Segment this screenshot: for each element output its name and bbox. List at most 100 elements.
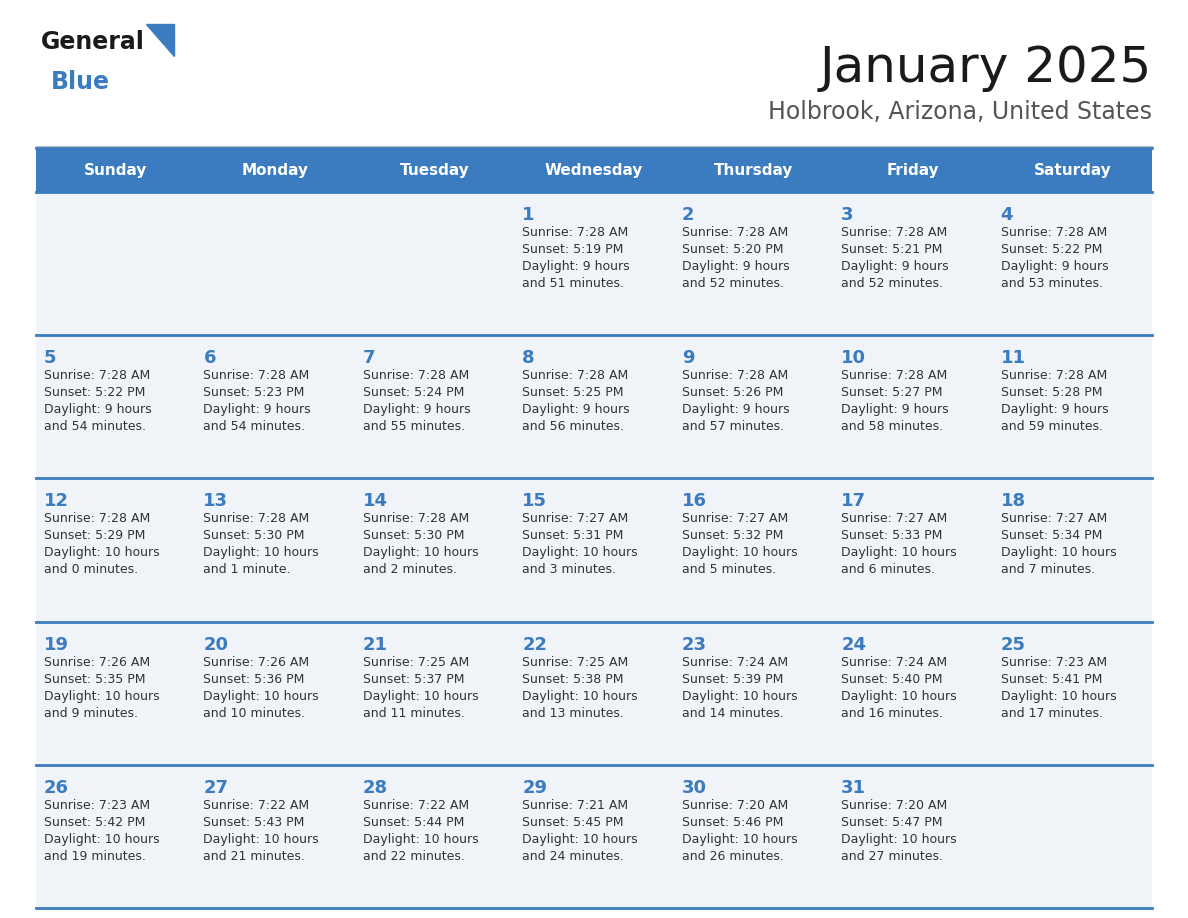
Text: and 17 minutes.: and 17 minutes.: [1000, 707, 1102, 720]
Text: Daylight: 10 hours: Daylight: 10 hours: [203, 689, 320, 702]
Text: Sunrise: 7:28 AM: Sunrise: 7:28 AM: [362, 512, 469, 525]
Bar: [355, 621, 514, 765]
Text: and 9 minutes.: and 9 minutes.: [44, 707, 138, 720]
Bar: [36, 765, 196, 908]
Text: and 54 minutes.: and 54 minutes.: [44, 420, 146, 433]
Text: Sunrise: 7:28 AM: Sunrise: 7:28 AM: [362, 369, 469, 382]
Text: Sunset: 5:33 PM: Sunset: 5:33 PM: [841, 530, 942, 543]
Text: Sunset: 5:32 PM: Sunset: 5:32 PM: [682, 530, 783, 543]
Text: Saturday: Saturday: [1034, 162, 1111, 177]
Bar: [355, 148, 514, 192]
Text: and 5 minutes.: and 5 minutes.: [682, 564, 776, 577]
Text: 10: 10: [841, 349, 866, 367]
Text: Sunrise: 7:28 AM: Sunrise: 7:28 AM: [203, 512, 310, 525]
Text: Sunset: 5:34 PM: Sunset: 5:34 PM: [1000, 530, 1102, 543]
Text: Holbrook, Arizona, United States: Holbrook, Arizona, United States: [767, 100, 1152, 124]
Text: Daylight: 10 hours: Daylight: 10 hours: [203, 833, 320, 845]
Text: and 13 minutes.: and 13 minutes.: [523, 707, 624, 720]
Bar: [674, 765, 833, 908]
Text: Daylight: 9 hours: Daylight: 9 hours: [523, 260, 630, 273]
Text: 21: 21: [362, 635, 387, 654]
Bar: [196, 192, 355, 335]
Text: Daylight: 10 hours: Daylight: 10 hours: [523, 546, 638, 559]
Text: Sunrise: 7:25 AM: Sunrise: 7:25 AM: [523, 655, 628, 668]
Text: Daylight: 9 hours: Daylight: 9 hours: [841, 260, 949, 273]
Text: Sunset: 5:22 PM: Sunset: 5:22 PM: [44, 386, 145, 399]
Bar: [355, 192, 514, 335]
Text: 26: 26: [44, 778, 69, 797]
Bar: [833, 335, 992, 478]
Text: 28: 28: [362, 778, 388, 797]
Text: Daylight: 9 hours: Daylight: 9 hours: [682, 403, 789, 416]
Text: Sunset: 5:21 PM: Sunset: 5:21 PM: [841, 243, 942, 256]
Bar: [514, 192, 674, 335]
Text: Sunset: 5:45 PM: Sunset: 5:45 PM: [523, 816, 624, 829]
Text: 25: 25: [1000, 635, 1025, 654]
Bar: [674, 621, 833, 765]
Bar: [514, 148, 674, 192]
Text: and 26 minutes.: and 26 minutes.: [682, 850, 784, 863]
Text: Blue: Blue: [51, 70, 110, 94]
Text: and 59 minutes.: and 59 minutes.: [1000, 420, 1102, 433]
Text: Daylight: 10 hours: Daylight: 10 hours: [682, 689, 797, 702]
Polygon shape: [146, 24, 173, 56]
Text: Sunset: 5:46 PM: Sunset: 5:46 PM: [682, 816, 783, 829]
Text: Daylight: 10 hours: Daylight: 10 hours: [1000, 546, 1117, 559]
Bar: [833, 765, 992, 908]
Text: Sunrise: 7:26 AM: Sunrise: 7:26 AM: [203, 655, 310, 668]
Bar: [36, 621, 196, 765]
Bar: [196, 148, 355, 192]
Text: 8: 8: [523, 349, 535, 367]
Text: Thursday: Thursday: [714, 162, 794, 177]
Text: and 22 minutes.: and 22 minutes.: [362, 850, 465, 863]
Text: and 57 minutes.: and 57 minutes.: [682, 420, 784, 433]
Bar: [992, 621, 1152, 765]
Bar: [992, 765, 1152, 908]
Text: Sunset: 5:39 PM: Sunset: 5:39 PM: [682, 673, 783, 686]
Bar: [674, 192, 833, 335]
Text: Sunrise: 7:20 AM: Sunrise: 7:20 AM: [682, 799, 788, 812]
Text: and 56 minutes.: and 56 minutes.: [523, 420, 624, 433]
Text: Sunset: 5:43 PM: Sunset: 5:43 PM: [203, 816, 305, 829]
Text: Daylight: 10 hours: Daylight: 10 hours: [841, 833, 956, 845]
Text: Daylight: 10 hours: Daylight: 10 hours: [44, 833, 159, 845]
Text: Sunrise: 7:20 AM: Sunrise: 7:20 AM: [841, 799, 947, 812]
Text: Sunrise: 7:28 AM: Sunrise: 7:28 AM: [1000, 369, 1107, 382]
Text: Daylight: 10 hours: Daylight: 10 hours: [523, 833, 638, 845]
Text: Sunset: 5:30 PM: Sunset: 5:30 PM: [362, 530, 465, 543]
Text: Sunrise: 7:24 AM: Sunrise: 7:24 AM: [841, 655, 947, 668]
Text: Sunrise: 7:28 AM: Sunrise: 7:28 AM: [682, 226, 788, 239]
Text: and 2 minutes.: and 2 minutes.: [362, 564, 457, 577]
Bar: [36, 192, 196, 335]
Text: Sunrise: 7:28 AM: Sunrise: 7:28 AM: [682, 369, 788, 382]
Text: and 53 minutes.: and 53 minutes.: [1000, 277, 1102, 290]
Text: 6: 6: [203, 349, 216, 367]
Text: and 16 minutes.: and 16 minutes.: [841, 707, 943, 720]
Bar: [514, 621, 674, 765]
Text: Daylight: 10 hours: Daylight: 10 hours: [1000, 689, 1117, 702]
Text: Sunset: 5:22 PM: Sunset: 5:22 PM: [1000, 243, 1102, 256]
Text: Daylight: 10 hours: Daylight: 10 hours: [682, 833, 797, 845]
Text: and 19 minutes.: and 19 minutes.: [44, 850, 146, 863]
Text: Daylight: 10 hours: Daylight: 10 hours: [841, 546, 956, 559]
Bar: [355, 765, 514, 908]
Text: Sunset: 5:26 PM: Sunset: 5:26 PM: [682, 386, 783, 399]
Text: Daylight: 9 hours: Daylight: 9 hours: [203, 403, 311, 416]
Text: 14: 14: [362, 492, 387, 510]
Bar: [833, 478, 992, 621]
Text: Daylight: 10 hours: Daylight: 10 hours: [362, 546, 479, 559]
Bar: [833, 192, 992, 335]
Text: 11: 11: [1000, 349, 1025, 367]
Text: Sunrise: 7:27 AM: Sunrise: 7:27 AM: [841, 512, 947, 525]
Text: 7: 7: [362, 349, 375, 367]
Text: January 2025: January 2025: [820, 44, 1152, 92]
Text: Sunset: 5:44 PM: Sunset: 5:44 PM: [362, 816, 465, 829]
Text: 13: 13: [203, 492, 228, 510]
Text: 23: 23: [682, 635, 707, 654]
Text: and 52 minutes.: and 52 minutes.: [682, 277, 784, 290]
Bar: [992, 335, 1152, 478]
Text: Sunrise: 7:21 AM: Sunrise: 7:21 AM: [523, 799, 628, 812]
Text: Monday: Monday: [241, 162, 309, 177]
Text: Daylight: 9 hours: Daylight: 9 hours: [1000, 260, 1108, 273]
Text: and 11 minutes.: and 11 minutes.: [362, 707, 465, 720]
